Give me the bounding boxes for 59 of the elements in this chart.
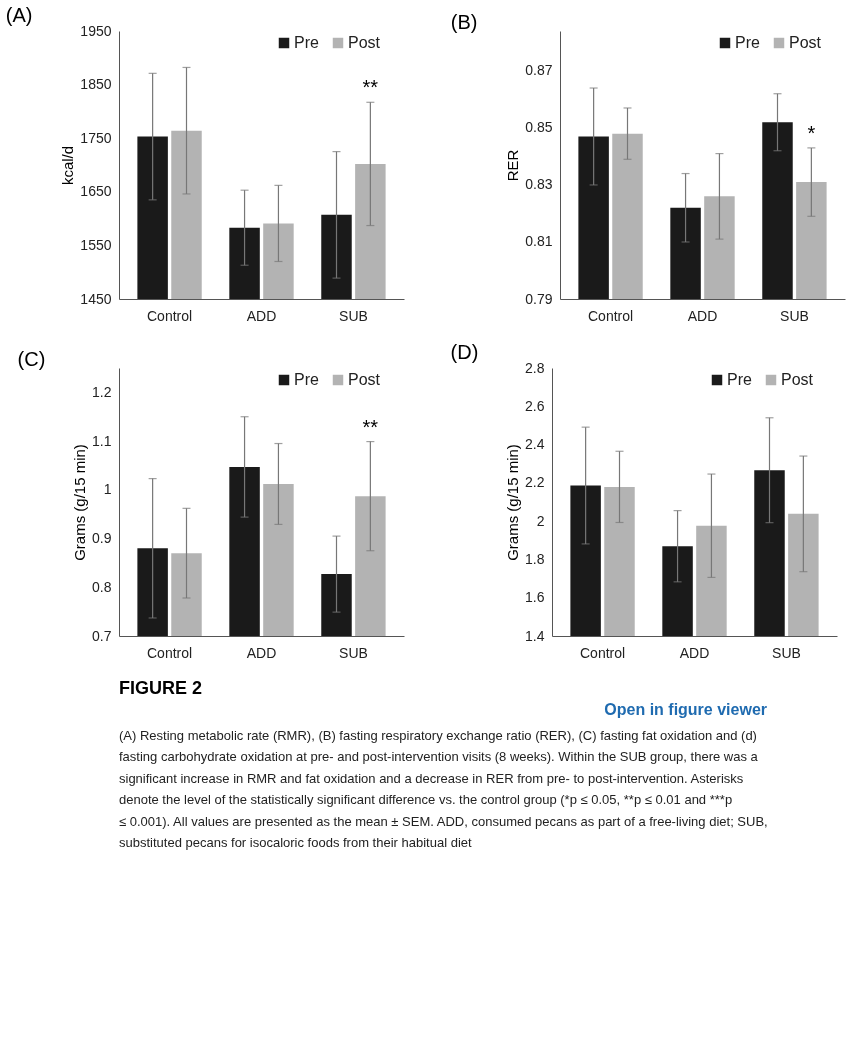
y-tick-label: 1	[103, 481, 112, 498]
legend-label: Pre	[735, 34, 760, 51]
y-tick-label: 2.4	[525, 436, 545, 453]
x-tick-label: Control	[146, 307, 193, 324]
y-tick-label: 1650	[80, 183, 112, 200]
annotation: **	[362, 76, 379, 99]
legend-label: Post	[781, 371, 814, 388]
y-tick-label: 1.8	[525, 550, 545, 567]
chart-title: (A)	[5, 4, 33, 26]
x-tick-label: Control	[146, 644, 193, 661]
y-axis-title: Grams (g/15 min)	[71, 444, 89, 561]
y-tick-label: 0.87	[525, 62, 553, 79]
y-tick-label: 0.8	[92, 578, 112, 595]
x-tick-label: SUB	[772, 644, 801, 661]
y-tick-label: 1850	[80, 76, 112, 93]
chart-title: (C)	[17, 348, 46, 370]
y-tick-label: 2.6	[525, 397, 545, 414]
text: FIGURE 2	[119, 678, 203, 698]
y-tick-label: 1550	[80, 236, 112, 253]
y-tick-label: 1.2	[92, 383, 112, 400]
x-tick-label: ADD	[687, 307, 718, 324]
legend-label: Pre	[294, 34, 319, 51]
x-tick-label: SUB	[339, 644, 368, 661]
y-axis-title: kcal/d	[59, 145, 77, 186]
y-tick-label: 2.8	[525, 359, 545, 376]
y-tick-label: 1750	[80, 129, 112, 146]
y-tick-label: 0.79	[525, 290, 553, 307]
y-axis-title: RER	[504, 149, 522, 182]
y-tick-label: 1950	[80, 22, 112, 39]
x-tick-label: SUB	[339, 307, 368, 324]
y-tick-label: 1450	[80, 290, 112, 307]
text: Open in figure viewer	[604, 701, 767, 718]
legend-label: Pre	[727, 371, 752, 388]
x-tick-label: Control	[587, 307, 634, 324]
y-tick-label: 0.7	[92, 627, 112, 644]
legend-label: Post	[348, 34, 381, 51]
annotation: **	[362, 415, 379, 438]
x-tick-label: ADD	[246, 644, 277, 661]
y-tick-label: 1.6	[525, 589, 545, 606]
y-tick-label: 1.1	[92, 432, 112, 449]
y-tick-label: 2.2	[525, 474, 545, 491]
y-tick-label: 1.4	[525, 627, 545, 644]
legend-label: Pre	[294, 371, 319, 388]
y-tick-label: 0.81	[525, 233, 553, 250]
legend-label: Post	[789, 34, 822, 51]
y-tick-label: 0.83	[525, 176, 553, 193]
x-tick-label: ADD	[679, 644, 710, 661]
annotation: *	[807, 121, 816, 144]
text: (A) Resting metabolic rate (RMR), (B) fasting respiratory exchange ratio (RER), (C) fasting fat oxidation and (d) fasting carbohydrate oxidation at pre- and post-intervention visits (8 weeks). Within the SUB group, there was a significant increase in RMR and fat oxidation and a decrease in RER from pre- to post-intervention. Asterisks denote the level of the statistically significant difference vs. the control group (*p ≤ 0.05, **p ≤ 0.01 and ***p ≤ 0.001). All values are presented as the mean ± SEM. ADD, consumed pecans as part of a free-living diet; SUB, substituted pecans for isocaloric foods from their habitual diet	[119, 728, 768, 851]
y-axis-title: Grams (g/15 min)	[504, 444, 522, 561]
y-tick-label: 2	[536, 512, 545, 529]
x-tick-label: ADD	[246, 307, 277, 324]
chart-title: (B)	[450, 11, 478, 33]
y-tick-label: 0.9	[92, 530, 112, 547]
legend-label: Post	[348, 371, 381, 388]
x-tick-label: Control	[579, 644, 626, 661]
x-tick-label: SUB	[780, 307, 809, 324]
chart-title: (D)	[450, 341, 479, 363]
y-tick-label: 0.85	[525, 119, 553, 136]
